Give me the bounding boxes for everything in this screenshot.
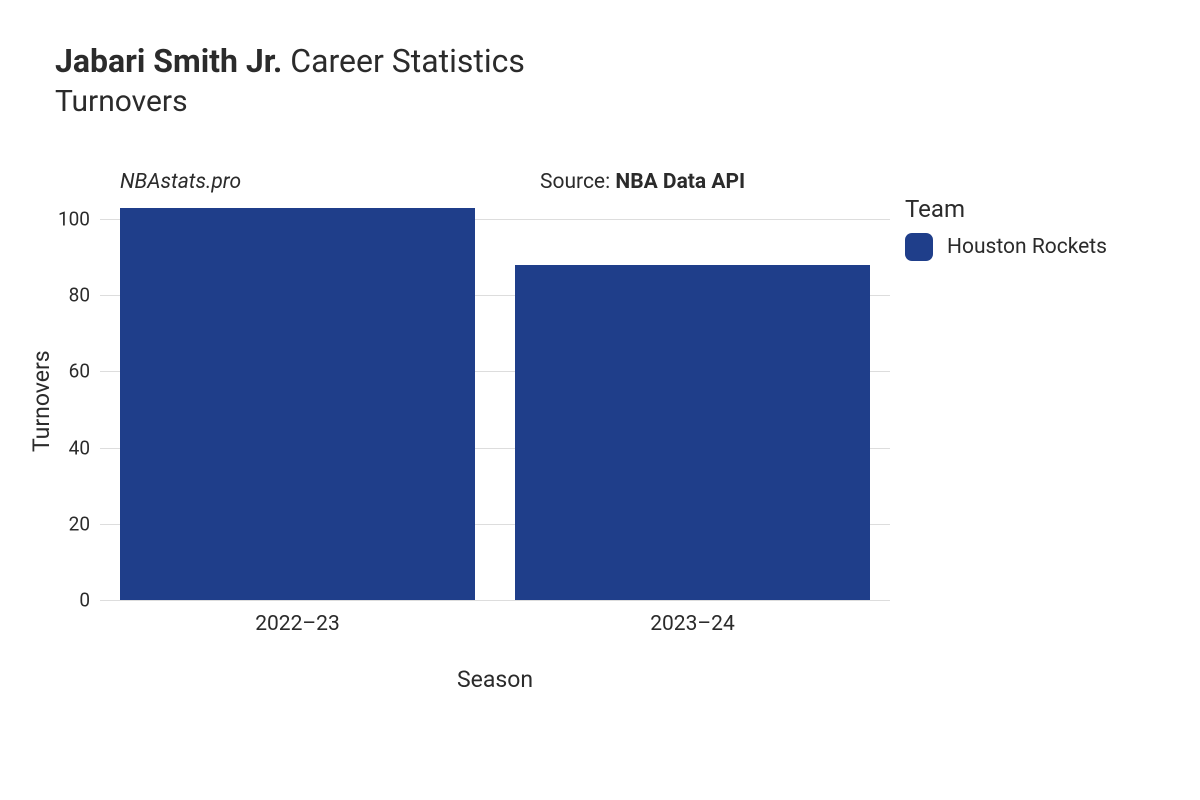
title-metric: Turnovers	[55, 84, 525, 119]
plot-inner: 0204060801002022–232023–24	[100, 200, 890, 600]
title-suffix: Career Statistics	[290, 42, 525, 80]
y-tick-label: 0	[40, 589, 100, 612]
source-attribution: Source: NBA Data API	[540, 170, 745, 194]
chart-container: Jabari Smith Jr. Career Statistics Turno…	[0, 0, 1200, 800]
legend-swatch	[905, 233, 933, 261]
y-tick-label: 20	[40, 512, 100, 535]
grid-line	[100, 600, 890, 601]
bar	[515, 265, 871, 600]
legend-label: Houston Rockets	[947, 235, 1107, 259]
y-tick-label: 80	[40, 284, 100, 307]
bar	[120, 208, 476, 600]
source-name: NBA Data API	[615, 170, 745, 194]
watermark: NBAstats.pro	[120, 170, 241, 194]
legend: Team Houston Rockets	[905, 195, 1107, 261]
title-player: Jabari Smith Jr.	[55, 42, 282, 80]
plot-area: 0204060801002022–232023–24	[100, 200, 890, 600]
legend-title: Team	[905, 195, 1107, 223]
y-axis-title: Turnovers	[28, 350, 55, 452]
title-block: Jabari Smith Jr. Career Statistics Turno…	[55, 42, 525, 119]
legend-item: Houston Rockets	[905, 233, 1107, 261]
y-tick-label: 100	[40, 208, 100, 231]
x-tick-label: 2023–24	[650, 600, 735, 636]
x-axis-title: Season	[457, 666, 533, 693]
title-line-1: Jabari Smith Jr. Career Statistics	[55, 42, 525, 80]
source-prefix: Source:	[540, 170, 615, 194]
x-tick-label: 2022–23	[255, 600, 340, 636]
